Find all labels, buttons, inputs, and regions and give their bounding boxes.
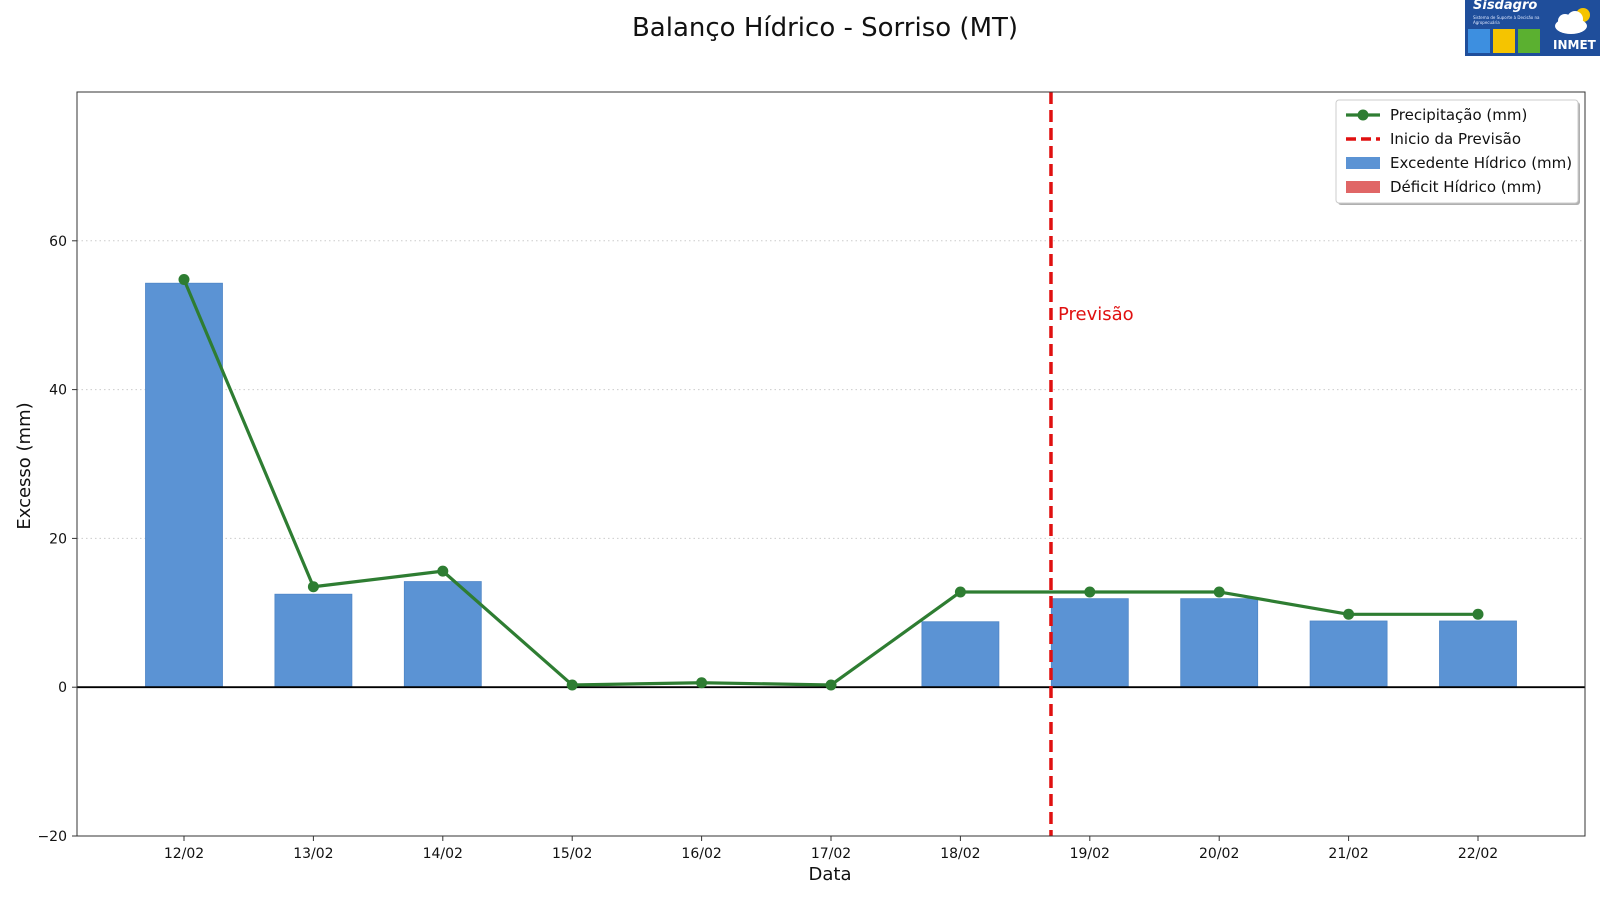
sisdagro-inmet-logo: Sisdagro Sistema de Suporte à Decisão na… <box>1465 0 1600 56</box>
excess-bar <box>1180 598 1259 688</box>
excess-bar <box>403 581 482 688</box>
forecast-label: Previsão <box>1058 304 1134 325</box>
excess-bar <box>274 593 353 688</box>
cloud-sun-icon <box>1555 8 1590 34</box>
precipitation-point <box>1472 608 1484 620</box>
legend-entry-label: Déficit Hídrico (mm) <box>1390 178 1542 196</box>
legend-entry-label: Excedente Hídrico (mm) <box>1390 154 1572 172</box>
legend-entry-label: Inicio da Previsão <box>1390 130 1521 148</box>
x-tick-label: 13/02 <box>293 846 333 862</box>
chart-title: Balanço Hídrico - Sorriso (MT) <box>632 13 1018 43</box>
precipitation-point <box>825 679 837 691</box>
x-tick-label: 19/02 <box>1070 846 1110 862</box>
legend: Precipitação (mm) Inicio da Previsão Exced… <box>1335 99 1580 205</box>
x-tick-label: 14/02 <box>423 846 463 862</box>
x-tick-label: 17/02 <box>811 846 851 862</box>
excess-bar <box>1050 598 1129 688</box>
y-tick-label: 20 <box>49 531 67 547</box>
precipitation-point <box>566 679 578 691</box>
x-tick-label: 22/02 <box>1458 846 1498 862</box>
x-tick-label: 20/02 <box>1199 846 1239 862</box>
y-tick-label: −20 <box>37 829 67 845</box>
x-axis-label: Data <box>809 864 852 885</box>
y-tick-label: 60 <box>49 234 67 250</box>
excess-bar <box>1439 620 1517 688</box>
precipitation-point <box>178 273 190 285</box>
precipitation-polyline <box>182 278 1478 687</box>
precipitation-point <box>696 677 708 689</box>
plant-icon <box>1518 29 1540 53</box>
x-tick-label: 15/02 <box>552 846 592 862</box>
logo-name: Sisdagro <box>1473 0 1538 13</box>
excess-bar <box>921 621 1000 688</box>
logo-subtitle: Sistema de Suporte à Decisão na Agropecu… <box>1473 15 1540 25</box>
logo-org: INMET <box>1553 38 1596 52</box>
forecast-marker: Previsão <box>1049 92 1134 836</box>
axis-ticks: −20 0 20 40 60 12/02 13/02 14/02 15/02 16/02 17/02… <box>37 234 1498 862</box>
precipitation-point <box>954 586 966 598</box>
precipitation-point <box>437 565 449 577</box>
y-tick-label: 40 <box>49 383 67 399</box>
y-tick-label: 0 <box>58 680 67 696</box>
x-tick-label: 18/02 <box>940 846 980 862</box>
legend-bar-swatch <box>1346 181 1380 193</box>
x-tick-label: 21/02 <box>1328 846 1368 862</box>
grid-lines <box>77 240 1585 539</box>
x-tick-label: 16/02 <box>681 846 721 862</box>
precipitation-point <box>1213 586 1225 598</box>
y-axis-label: Excesso (mm) <box>14 402 35 529</box>
precipitation-point <box>1084 586 1096 598</box>
precipitation-point <box>307 581 319 593</box>
legend-box <box>1335 99 1579 204</box>
excess-bar <box>1309 620 1388 688</box>
legend-marker-swatch <box>1357 109 1369 121</box>
legend-bar-swatch <box>1346 157 1380 169</box>
legend-entry-label: Precipitação (mm) <box>1390 106 1527 124</box>
precipitation-line <box>178 273 1484 691</box>
bars <box>145 282 1517 688</box>
sun-icon <box>1493 29 1515 53</box>
precipitation-point <box>1343 608 1355 620</box>
x-tick-label: 12/02 <box>164 846 204 862</box>
rain-icon <box>1468 29 1490 53</box>
